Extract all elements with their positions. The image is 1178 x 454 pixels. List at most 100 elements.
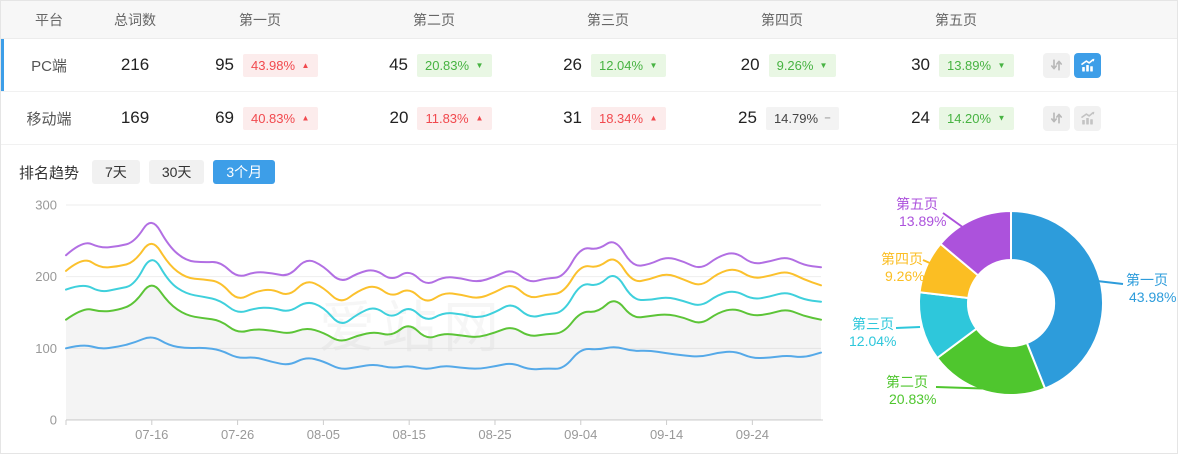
sort-arrows-icon (1050, 59, 1063, 71)
page-count: 95 (215, 55, 234, 74)
tab-range-3[interactable]: 3个月 (213, 160, 276, 184)
change-badge: 20.83% ▼ (416, 53, 492, 77)
trend-down-icon: ▼ (649, 60, 658, 70)
change-badge: 9.26% ▼ (768, 53, 837, 77)
change-percent: 12.04% (598, 57, 644, 73)
change-percent: 11.83% (425, 110, 469, 126)
table-body: PC端 216 95 43.98% ▲ 45 20.83% ▼ 26 12.04% ▼ 20 9.26%… (1, 39, 1177, 145)
page-4-cell: 25 14.79% − (695, 106, 869, 130)
change-percent: 9.26% (776, 57, 814, 73)
line-series-page-4 (65, 242, 822, 302)
line-series-page-2 (65, 284, 822, 342)
platform-label: 移动端 (26, 110, 72, 128)
chart-icon (1080, 58, 1094, 71)
donut-slice-page-1[interactable] (1010, 210, 1105, 390)
page-2-cell: 45 20.83% ▼ (347, 53, 521, 77)
platform-label: PC端 (31, 57, 67, 75)
column-header-page-2: 第二页 (413, 11, 455, 28)
donut-slice-page-5[interactable] (939, 210, 1012, 277)
x-axis-label-07-26: 07-26 (221, 427, 254, 442)
donut-slice-page-2[interactable] (936, 327, 1046, 396)
donut-label-line-page-5 (942, 212, 976, 237)
donut-label-percent-page-4: 9.26% (885, 268, 925, 284)
trend-down-icon: ▼ (819, 60, 828, 70)
page-count: 20 (389, 108, 409, 127)
page-5-cell: 30 13.89% ▼ (869, 53, 1043, 77)
column-header-page-5: 第五页 (935, 11, 977, 28)
page-count: 30 (911, 55, 930, 74)
tab-range-7[interactable]: 7天 (92, 160, 140, 184)
y-axis-label-100: 100 (35, 341, 57, 356)
total-words-value: 169 (120, 108, 150, 127)
page-1-cell: 69 40.83% ▲ (173, 106, 347, 130)
table-row-pc[interactable]: PC端 216 95 43.98% ▲ 45 20.83% ▼ 26 12.04% ▼ 20 9.26%… (1, 39, 1177, 92)
change-badge: 13.89% ▼ (938, 53, 1014, 77)
change-badge: 14.79% − (765, 106, 840, 130)
chart-icon (1080, 111, 1094, 124)
table-header-row: 平台 总词数 第一页 第二页 第三页 第四页 第五页 (1, 1, 1177, 39)
change-percent: 13.89% (946, 57, 992, 73)
change-percent: 43.98% (250, 57, 296, 73)
y-axis-label-0: 0 (50, 413, 57, 428)
trend-line-chart: 0 100 200 300 07-16 07-26 08-05 08-15 08-25 09-04… (35, 198, 823, 442)
page-count: 26 (563, 55, 582, 74)
donut-label-name-page-5: 第五页 (896, 196, 938, 212)
trend-up-icon: ▲ (301, 113, 310, 123)
donut-label-percent-page-3: 12.04% (849, 333, 896, 349)
donut-label-percent-page-5: 13.89% (899, 213, 946, 229)
change-percent: 14.20% (946, 110, 992, 126)
trend-section-title: 排名趋势 (19, 164, 80, 182)
donut-label-name-page-4: 第四页 (881, 251, 923, 267)
column-header-total-words: 总词数 (114, 11, 156, 28)
change-percent: 18.34% (598, 110, 644, 126)
change-badge: 43.98% ▲ (242, 53, 318, 77)
x-axis-label-09-24: 09-24 (736, 427, 769, 442)
x-axis-label-08-25: 08-25 (478, 427, 511, 442)
page-count: 69 (215, 108, 234, 127)
trend-up-icon: ▲ (475, 113, 484, 123)
page-2-cell: 20 11.83% ▲ (347, 106, 521, 130)
donut-label-line-page-3 (895, 326, 921, 329)
change-badge: 12.04% ▼ (590, 53, 666, 77)
donut-label-line-page-2 (935, 386, 999, 390)
page-5-cell: 24 14.20% ▼ (869, 106, 1043, 130)
line-series-page-3 (65, 259, 822, 324)
table-row-mobile[interactable]: 移动端 169 69 40.83% ▲ 20 11.83% ▲ 31 18.34% ▲ 25 14.79… (1, 92, 1177, 145)
change-badge: 40.83% ▲ (242, 106, 318, 130)
trend-range-tabs: 7天 30天 3个月 (92, 160, 284, 184)
sort-button[interactable] (1043, 52, 1070, 78)
trend-up-icon: ▲ (649, 113, 658, 123)
column-header-page-4: 第四页 (761, 11, 803, 28)
change-percent: 20.83% (424, 57, 470, 73)
trend-chart-button[interactable] (1074, 105, 1101, 131)
donut-label-percent-page-1: 43.98% (1129, 289, 1176, 305)
line-series-page-1 (65, 336, 822, 371)
y-axis-label-300: 300 (35, 198, 57, 213)
page-count: 25 (738, 108, 757, 127)
change-badge: 18.34% ▲ (590, 106, 666, 130)
sort-button[interactable] (1043, 105, 1070, 131)
row-actions (1043, 52, 1177, 78)
page-3-cell: 26 12.04% ▼ (521, 53, 695, 77)
row-actions (1043, 105, 1177, 131)
trend-up-icon: ▲ (301, 60, 310, 70)
x-axis-label-08-05: 08-05 (307, 427, 340, 442)
trend-down-icon: ▼ (997, 60, 1006, 70)
trend-toolbar: 排名趋势 7天 30天 3个月 (19, 160, 1177, 184)
page-4-cell: 20 9.26% ▼ (695, 53, 869, 77)
y-axis-label-200: 200 (35, 269, 57, 284)
x-axis-label-09-14: 09-14 (650, 427, 683, 442)
trend-chart-button[interactable] (1074, 52, 1101, 78)
donut-label-line-page-1 (1096, 280, 1124, 285)
x-axis-label-07-16: 07-16 (135, 427, 168, 442)
change-percent: 40.83% (250, 110, 296, 126)
donut-label-name-page-3: 第三页 (852, 316, 894, 332)
trend-down-icon: ▼ (475, 60, 484, 70)
trend-flat-icon: − (824, 111, 831, 125)
page-count: 24 (911, 108, 930, 127)
page-count: 31 (563, 108, 582, 127)
change-badge: 11.83% ▲ (417, 106, 492, 130)
tab-range-30[interactable]: 30天 (148, 160, 205, 184)
column-header-page-3: 第三页 (587, 11, 629, 28)
